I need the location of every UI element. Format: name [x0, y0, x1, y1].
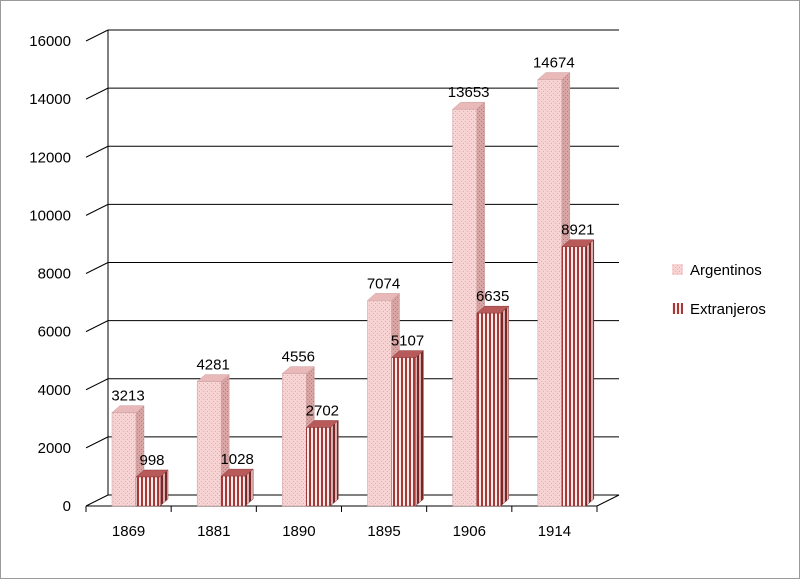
gridline-depth: [85, 87, 109, 100]
data-label: 6635: [476, 288, 509, 305]
floor-edge: [596, 494, 620, 507]
data-label: 3213: [111, 388, 144, 405]
grid-layer: [85, 29, 619, 507]
y-tick-label: 14000: [29, 91, 71, 108]
gridline-depth: [85, 320, 109, 333]
bar-extranjeros-1906: [476, 305, 510, 507]
y-tick-label: 10000: [29, 207, 71, 224]
y-tick-label: 0: [63, 498, 71, 515]
x-tick-label: 1895: [367, 523, 400, 540]
bar-argentinos-1906: [452, 101, 486, 507]
data-label: 14674: [533, 55, 575, 72]
gridline-depth: [85, 203, 109, 216]
y-tick-label: 12000: [29, 149, 71, 166]
y-tick-label: 2000: [38, 440, 71, 457]
gridline-depth: [85, 494, 109, 507]
bar-extranjeros-1881: [220, 468, 254, 507]
gridline-depth: [85, 145, 109, 158]
data-label: 1028: [220, 451, 253, 468]
data-label: 4281: [196, 357, 229, 374]
x-tick-label: 1881: [197, 523, 230, 540]
data-label: 5107: [391, 333, 424, 350]
bar-extranjeros-1895: [390, 350, 425, 507]
data-label: 13653: [448, 84, 490, 101]
bar-extranjeros-1890: [305, 419, 339, 507]
y-tick-label: 6000: [38, 324, 71, 341]
x-tick-label: 1869: [112, 523, 145, 540]
gridline-depth: [85, 29, 109, 42]
bar-argentinos-1869: [111, 405, 145, 507]
axis-layer: 0 2000 4000 6000 8000 10000 12000 14000 16000 186…: [29, 33, 620, 540]
legend-label-argentinos: Argentinos: [690, 262, 762, 279]
bar-extranjeros-1914: [561, 239, 595, 507]
data-label: 7074: [367, 275, 400, 292]
x-tick-label: 1914: [538, 523, 571, 540]
y-tick-label: 8000: [38, 266, 71, 283]
legend-swatch-extranjeros: [672, 303, 683, 314]
x-tick-label: 1890: [282, 523, 315, 540]
legend: Argentinos Extranjeros: [672, 262, 766, 318]
legend-swatch-argentinos: [672, 264, 683, 275]
bar-layer: [111, 71, 595, 507]
bar-extranjeros-1869: [135, 469, 169, 507]
data-label: 8921: [561, 222, 594, 239]
data-label: 2702: [306, 402, 339, 419]
gridline-depth: [85, 262, 109, 274]
data-label: 4556: [282, 349, 315, 366]
legend-label-extranjeros: Extranjeros: [690, 301, 766, 318]
x-tick-label: 1906: [453, 523, 486, 540]
data-label: 998: [139, 452, 164, 469]
gridline-depth: [85, 436, 109, 449]
data-label-layer: 3213 998 4281 1028 4556 2702 7074 5107 13653 6635…: [111, 55, 594, 469]
y-tick-label: 4000: [38, 382, 71, 399]
y-tick-label: 16000: [29, 33, 71, 50]
gridline-depth: [85, 378, 109, 391]
